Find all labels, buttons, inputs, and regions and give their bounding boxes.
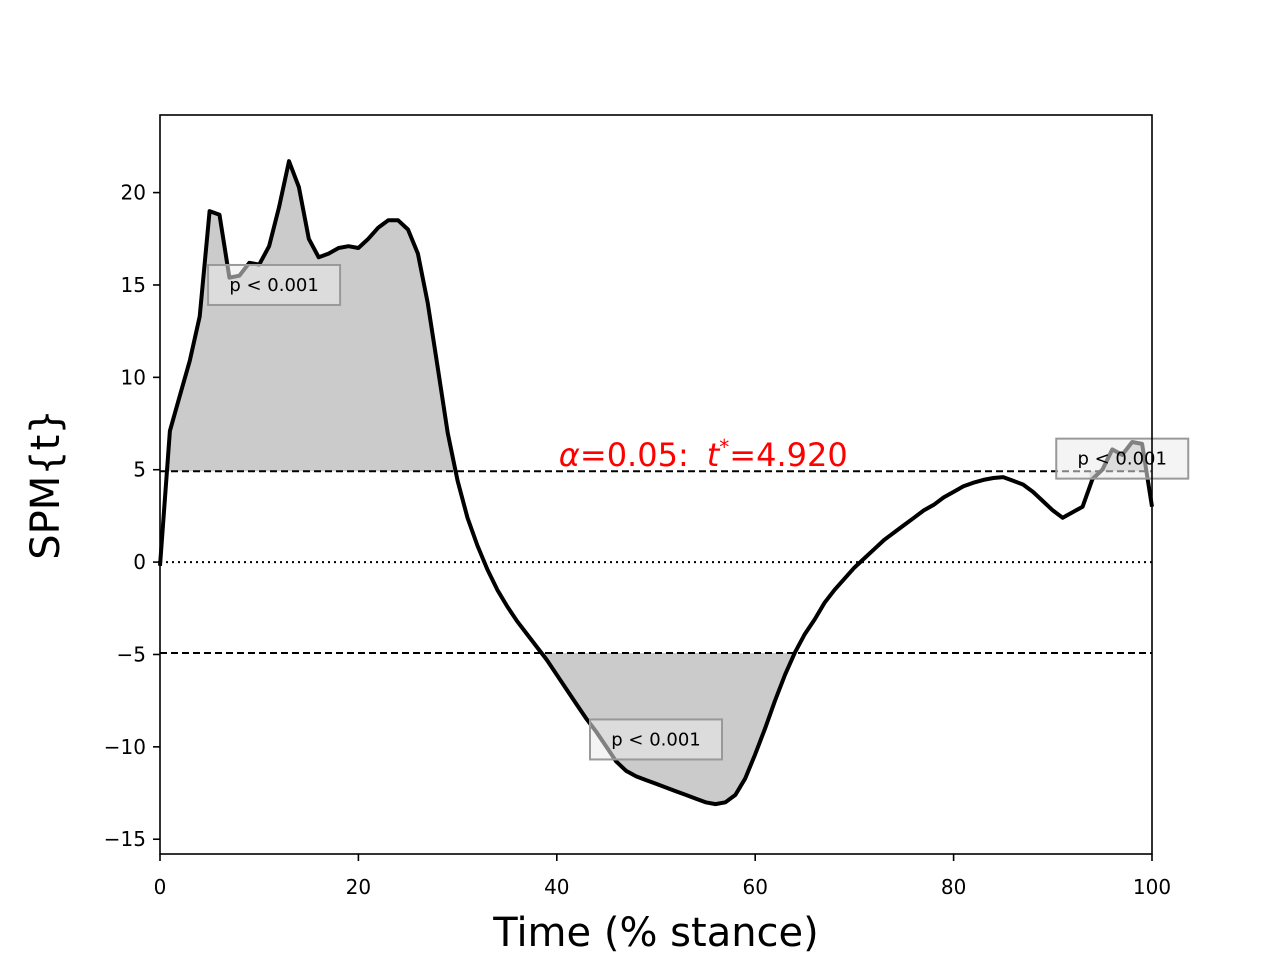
alpha-symbol: α: [559, 436, 580, 474]
x-tick-label: 20: [346, 875, 371, 899]
p-value-text: p < 0.001: [229, 275, 318, 296]
p-value-box-1: p < 0.001: [207, 263, 342, 306]
y-tick-label: 15: [121, 273, 146, 297]
x-tick-label: 100: [1133, 875, 1171, 899]
spm-curve: [158, 159, 1154, 807]
p-value-text: p < 0.001: [611, 729, 700, 750]
y-tick-label: 10: [121, 365, 146, 389]
tick-layer: 0 20 40 60 80 100 −15 −10 −5 0 5 10 15 20: [104, 181, 1171, 899]
x-tick-label: 60: [742, 875, 767, 899]
y-tick-label: 0: [133, 550, 146, 574]
p-value-box-frame: [207, 263, 342, 306]
alpha-value: =0.05:: [580, 436, 689, 474]
y-axis-label: SPM{t}: [23, 409, 69, 560]
t-value: =4.920: [729, 436, 847, 474]
t-superscript: *: [719, 435, 729, 459]
y-tick-label: −5: [117, 642, 146, 666]
y-tick-label: −15: [104, 827, 146, 851]
x-tick-label: 80: [941, 875, 966, 899]
y-tick-label: 5: [133, 458, 146, 482]
p-value-box-3: p < 0.001: [1055, 437, 1190, 480]
cluster-fill-1: [166, 161, 455, 485]
y-tick-label: −10: [104, 735, 146, 759]
x-tick-label: 40: [544, 875, 569, 899]
p-value-box-frame: [589, 718, 723, 761]
t-symbol: t: [707, 436, 721, 474]
p-value-box-layer: p < 0.001 p < 0.001 p < 0.001: [207, 263, 1190, 761]
p-value-box-frame: [1055, 437, 1190, 480]
spm-curve-layer: [158, 159, 1154, 807]
reference-line-layer: [160, 470, 1152, 654]
plot-frame: [159, 114, 1153, 855]
p-value-box-2: p < 0.001: [589, 718, 723, 761]
p-value-text: p < 0.001: [1077, 449, 1166, 470]
x-axis-label: Time (% stance): [492, 910, 819, 956]
threshold-label: α=0.05: t*=4.920: [559, 435, 848, 474]
y-tick-label: 20: [121, 181, 146, 205]
x-tick-label: 0: [154, 875, 167, 899]
